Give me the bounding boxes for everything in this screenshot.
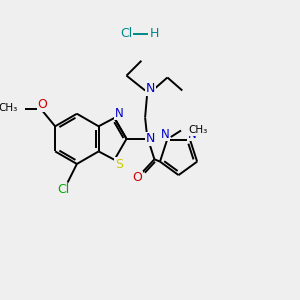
- Text: O: O: [133, 171, 142, 184]
- Text: CH₃: CH₃: [0, 103, 18, 113]
- Text: H: H: [149, 27, 159, 40]
- Text: Cl: Cl: [120, 27, 132, 40]
- Text: N: N: [146, 132, 155, 145]
- Text: S: S: [115, 158, 123, 171]
- Text: O: O: [37, 98, 47, 111]
- Text: N: N: [146, 82, 155, 95]
- Text: N: N: [188, 128, 196, 141]
- Text: N: N: [115, 107, 123, 120]
- Text: N: N: [161, 128, 170, 141]
- Text: Cl: Cl: [58, 184, 70, 196]
- Text: CH₃: CH₃: [188, 125, 208, 136]
